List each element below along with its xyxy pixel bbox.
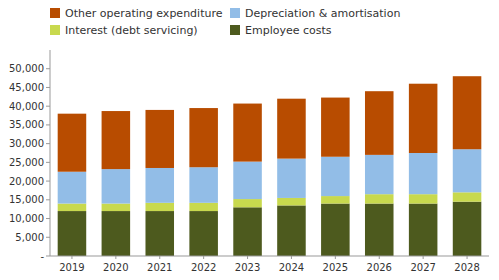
y-tick-label: - xyxy=(40,251,44,262)
bar-segment xyxy=(365,204,394,256)
bar-segment xyxy=(277,205,306,256)
x-axis: 2019 2020 2021 2022 2023 2024 2025 2026 2027 2028 xyxy=(50,256,489,273)
x-tick xyxy=(71,256,72,259)
bar-segment xyxy=(409,204,438,256)
bar-segment xyxy=(321,98,350,157)
bar-segment xyxy=(102,111,131,169)
y-tick xyxy=(46,256,50,257)
bar-segment xyxy=(58,114,87,172)
legend-swatch xyxy=(50,25,60,35)
y-tick xyxy=(46,199,50,200)
y-tick xyxy=(46,181,50,182)
bar-segment xyxy=(321,157,350,196)
y-axis-line xyxy=(50,50,51,256)
bar-segment xyxy=(189,211,218,256)
x-tick-label: 2024 xyxy=(279,262,304,273)
y-tick xyxy=(46,143,50,144)
legend: Other operating expenditure Depreciation … xyxy=(50,7,400,37)
bar-segment xyxy=(409,194,438,203)
y-tick-label: 35,000 xyxy=(9,119,44,130)
x-tick xyxy=(379,256,380,259)
x-tick xyxy=(203,256,204,259)
y-tick xyxy=(46,87,50,88)
bar-segment xyxy=(58,172,87,204)
x-tick xyxy=(291,256,292,259)
y-axis: - 5,000 10,000 15,000 20,000 25,000 30,000 35,0… xyxy=(9,50,50,262)
bar-segment xyxy=(145,203,174,211)
chart: - 5,000 10,000 15,000 20,000 25,000 30,000 35,0… xyxy=(0,0,499,280)
x-tick-label: 2025 xyxy=(323,262,348,273)
y-tick-label: 30,000 xyxy=(9,138,44,149)
bar-segment xyxy=(145,168,174,203)
bar-segment xyxy=(453,76,482,149)
bar-segment xyxy=(277,159,306,198)
bar-segment xyxy=(321,196,350,203)
bar-segment xyxy=(58,204,87,211)
bar-segment xyxy=(453,149,482,192)
bar-segment xyxy=(145,211,174,256)
legend-label: Interest (debt servicing) xyxy=(65,24,198,37)
x-tick xyxy=(467,256,468,259)
x-tick-label: 2027 xyxy=(410,262,435,273)
x-tick-label: 2022 xyxy=(191,262,216,273)
y-tick-label: 15,000 xyxy=(9,194,44,205)
bar-segment xyxy=(102,169,131,203)
bar-segment xyxy=(189,167,218,203)
legend-label: Other operating expenditure xyxy=(65,7,223,20)
y-tick-label: 25,000 xyxy=(9,157,44,168)
legend-label: Employee costs xyxy=(245,24,332,37)
bar-segment xyxy=(233,207,262,256)
bar-segment xyxy=(453,202,482,256)
bar-segment xyxy=(233,104,262,162)
y-tick xyxy=(46,237,50,238)
x-tick xyxy=(423,256,424,259)
bar-segment xyxy=(277,99,306,159)
y-tick xyxy=(46,106,50,107)
y-tick-label: 45,000 xyxy=(9,82,44,93)
bar-segment xyxy=(365,155,394,194)
y-tick-label: 40,000 xyxy=(9,101,44,112)
bar-segment xyxy=(58,211,87,256)
bar-segment xyxy=(365,91,394,155)
y-tick xyxy=(46,68,50,69)
bar-segment xyxy=(102,204,131,211)
y-tick xyxy=(46,124,50,125)
x-tick-label: 2028 xyxy=(454,262,479,273)
x-tick-label: 2020 xyxy=(103,262,128,273)
legend-swatch xyxy=(50,8,60,18)
bar-segment xyxy=(189,203,218,211)
bar-segment xyxy=(409,153,438,194)
bar-segment xyxy=(365,194,394,203)
y-tick xyxy=(46,218,50,219)
bars xyxy=(58,76,482,256)
y-tick-label: 50,000 xyxy=(9,63,44,74)
y-tick xyxy=(46,162,50,163)
bar-segment xyxy=(102,211,131,256)
bar-segment xyxy=(233,199,262,207)
y-tick-label: 10,000 xyxy=(9,213,44,224)
bar-segment xyxy=(277,198,306,205)
x-tick xyxy=(115,256,116,259)
y-tick-label: 5,000 xyxy=(15,232,44,243)
bar-segment xyxy=(145,110,174,168)
legend-label: Depreciation & amortisation xyxy=(245,7,400,20)
x-tick xyxy=(159,256,160,259)
y-tick-label: 20,000 xyxy=(9,176,44,187)
bar-segment xyxy=(321,204,350,256)
x-tick xyxy=(335,256,336,259)
x-tick-label: 2021 xyxy=(147,262,172,273)
x-tick xyxy=(247,256,248,259)
x-tick-label: 2026 xyxy=(367,262,392,273)
x-tick-label: 2019 xyxy=(59,262,84,273)
bar-segment xyxy=(453,192,482,201)
x-tick-label: 2023 xyxy=(235,262,260,273)
bar-segment xyxy=(189,108,218,167)
legend-swatch xyxy=(230,25,240,35)
bar-segment xyxy=(409,84,438,153)
legend-swatch xyxy=(230,8,240,18)
bar-segment xyxy=(233,162,262,199)
